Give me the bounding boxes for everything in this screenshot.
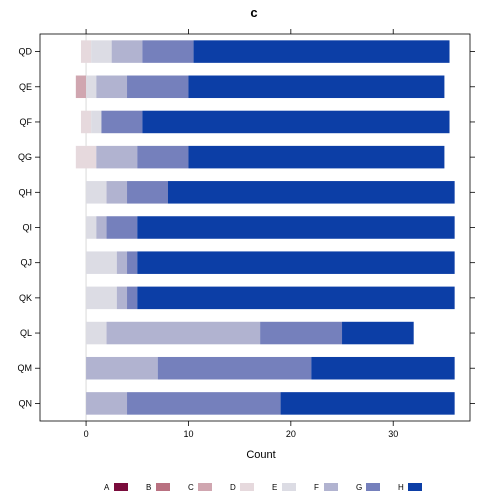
legend-swatch-H [408,483,422,491]
bar-QG-H [188,145,445,169]
bar-QI-E [86,216,97,239]
y-tick-label-QH: QH [19,187,33,197]
legend-label-F: F [314,483,319,492]
bar-QE-H [188,75,445,99]
bar-QF-H [142,110,450,134]
legend-swatch-D [240,483,254,491]
y-tick-label-QF: QF [20,117,33,127]
y-tick-label-QD: QD [19,47,33,57]
bar-QI-G [106,216,138,239]
legend-swatch-G [366,483,380,491]
x-axis-label: Count [246,449,275,461]
bar-QG-F [96,145,138,169]
y-tick-label-QJ: QJ [20,258,32,268]
legend: A B C D E F G H [104,483,422,492]
legend-swatch-A [114,483,128,491]
bar-QF-E [91,110,102,134]
bar-QM-G [157,356,312,380]
y-tick-label-QM: QM [18,363,33,373]
bar-QL-G [260,321,343,345]
bar-QM-H [311,356,455,380]
legend-label-B: B [146,483,151,492]
y-tick-label-QG: QG [18,152,32,162]
bar-QH-F [106,181,128,204]
bar-QL-F [106,321,261,345]
bar-QI-H [137,216,455,239]
bar-QH-E [86,181,107,204]
bar-QM-F [86,356,158,380]
legend-label-D: D [230,483,236,492]
bar-QL-E [86,321,107,345]
bar-QD-D [80,40,92,63]
bar-QL-H [342,321,414,345]
y-tick-label-QL: QL [20,328,32,338]
legend-label-E: E [272,483,277,492]
bar-QK-F [116,286,128,310]
legend-label-A: A [104,483,110,492]
bar-QE-C [75,75,87,99]
bar-QH-H [167,181,455,204]
x-tick-label-0: 0 [84,429,89,439]
legend-swatch-E [282,483,296,491]
bars-layer [75,34,455,421]
chart-title: c [250,5,257,20]
legend-swatch-F [324,483,338,491]
bar-QH-G [127,181,168,204]
bar-QD-F [111,40,143,63]
bar-QG-D [75,145,97,169]
bar-QE-F [96,75,128,99]
bar-QK-E [86,286,117,310]
y-tick-label-QI: QI [22,223,32,233]
y-tick-label-QN: QN [19,398,33,408]
bar-QJ-E [86,251,117,274]
bar-QN-H [280,392,455,415]
legend-label-G: G [356,483,362,492]
x-tick-label-10: 10 [183,429,193,439]
bar-QK-G [127,286,138,310]
legend-swatch-C [198,483,212,491]
bar-QJ-F [116,251,128,274]
bar-QJ-G [127,251,138,274]
bar-QD-E [91,40,112,63]
bar-QI-F [96,216,107,239]
bar-QE-G [127,75,189,99]
x-axis: 0 10 20 30 [84,29,398,439]
y-tick-label-QK: QK [19,293,32,303]
bar-QF-G [101,110,143,134]
legend-label-H: H [398,483,404,492]
bar-QD-G [142,40,194,63]
y-axis: QD QE QF QG QH QI QJ QK QL QM QN [18,47,475,408]
y-tick-label-QE: QE [19,82,32,92]
x-tick-label-30: 30 [388,429,398,439]
bar-QN-G [127,392,281,415]
bar-QF-D [80,110,92,134]
bar-QN-F [86,392,128,415]
bar-QK-H [137,286,455,310]
x-tick-label-20: 20 [286,429,296,439]
bar-QJ-H [137,251,455,274]
bar-QG-G [137,145,189,169]
legend-label-C: C [188,483,194,492]
legend-swatch-B [156,483,170,491]
bar-QE-E [86,75,97,99]
bar-QD-H [193,40,450,63]
